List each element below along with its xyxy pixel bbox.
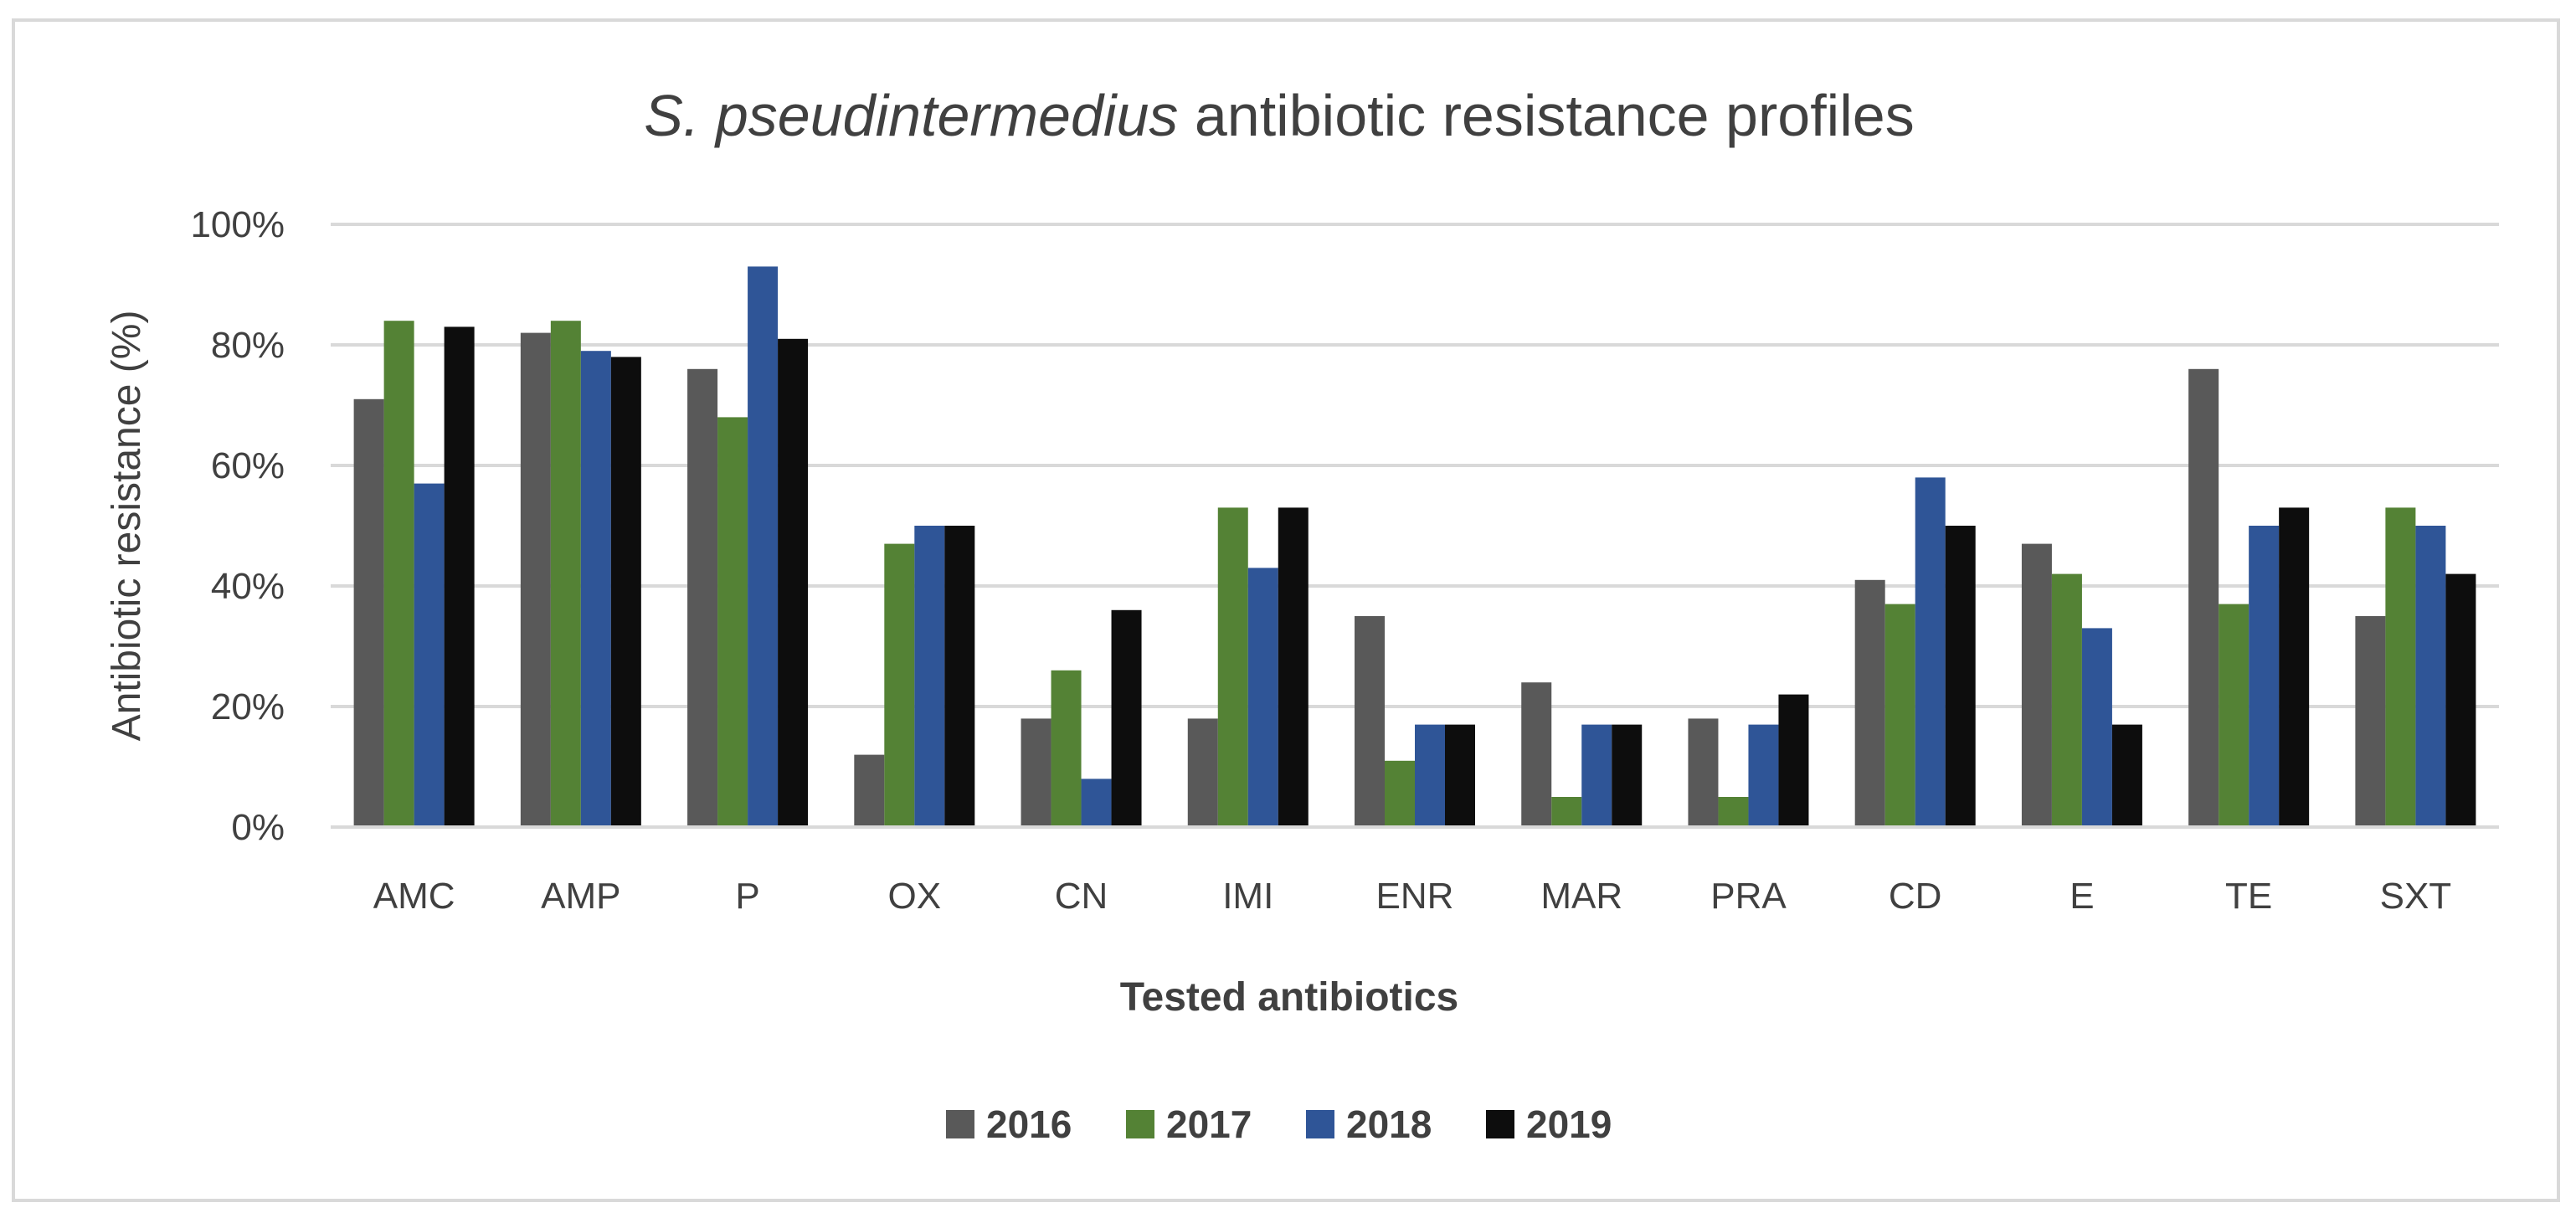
bar-sxt-2016 (2355, 616, 2386, 827)
y-axis-title: Antibiotic resistance (%) (105, 311, 149, 742)
bar-p-2017 (717, 417, 748, 827)
legend: 2016 2017 2018 2019 (946, 1102, 1612, 1146)
bar-pra-2017 (1718, 797, 1749, 827)
bar-imi-2017 (1217, 507, 1248, 827)
bar-ox-2018 (914, 526, 945, 827)
y-axis-ticks: 0% 20% 40% 60% 80% 100% (190, 204, 285, 848)
bar-enr-2016 (1355, 616, 1385, 827)
bar-sxt-2017 (2385, 507, 2416, 827)
x-tick-label: SXT (2380, 876, 2452, 917)
legend-label-2016: 2016 (986, 1102, 1072, 1146)
bar-enr-2018 (1415, 724, 1445, 827)
bar-e-2016 (2021, 543, 2052, 827)
bar-imi-2016 (1187, 718, 1218, 827)
bar-amc-2016 (353, 398, 384, 827)
x-tick-label: MAR (1540, 876, 1622, 917)
bar-mar-2018 (1581, 724, 1612, 827)
y-tick-label: 80% (211, 325, 285, 366)
bar-amc-2018 (414, 483, 445, 827)
legend-swatch-2018 (1306, 1110, 1334, 1138)
x-tick-label: CN (1055, 876, 1108, 917)
legend-label-2017: 2017 (1166, 1102, 1252, 1146)
bar-e-2019 (2111, 724, 2142, 827)
bar-te-2018 (2249, 526, 2280, 827)
bar-enr-2017 (1385, 760, 1415, 827)
bar-te-2016 (2188, 368, 2219, 827)
bar-cn-2016 (1021, 718, 1051, 827)
x-tick-label: AMC (373, 876, 455, 917)
y-tick-label: 20% (211, 686, 285, 727)
bar-te-2019 (2279, 507, 2310, 827)
bar-imi-2019 (1278, 507, 1309, 827)
bar-mar-2016 (1521, 682, 1552, 827)
chart-title-rest: antibiotic resistance profiles (1178, 83, 1914, 148)
y-tick-label: 0% (231, 807, 285, 848)
x-tick-label: AMP (541, 876, 620, 917)
legend-label-2019: 2019 (1526, 1102, 1612, 1146)
bar-cd-2016 (1854, 579, 1885, 827)
bar-mar-2017 (1551, 797, 1582, 827)
bar-amc-2019 (444, 326, 475, 827)
bar-ox-2016 (854, 754, 885, 827)
bar-te-2017 (2219, 604, 2250, 827)
bar-amp-2016 (520, 332, 551, 828)
y-tick-label: 40% (211, 566, 285, 607)
bar-ox-2017 (884, 543, 915, 827)
chart-title-italic: S. pseudintermedius (644, 83, 1178, 148)
bar-enr-2019 (1445, 724, 1475, 827)
x-axis-title: Tested antibiotics (1120, 975, 1459, 1020)
bar-amp-2019 (610, 357, 641, 827)
bar-sxt-2018 (2415, 526, 2446, 827)
x-tick-label: OX (888, 876, 942, 917)
x-tick-label: IMI (1222, 876, 1273, 917)
bar-e-2018 (2081, 628, 2112, 827)
bars (353, 266, 2476, 828)
bar-ox-2019 (944, 526, 975, 827)
bar-p-2019 (778, 338, 809, 827)
legend-swatch-2016 (946, 1110, 974, 1138)
bar-amc-2017 (383, 321, 414, 827)
gridlines (331, 223, 2499, 708)
bar-cn-2017 (1051, 670, 1082, 827)
legend-label-2018: 2018 (1346, 1102, 1432, 1146)
bar-mar-2019 (1612, 724, 1643, 827)
bar-pra-2018 (1748, 724, 1779, 827)
bar-imi-2018 (1247, 568, 1278, 827)
bar-cn-2018 (1081, 779, 1112, 827)
x-tick-label: P (735, 876, 759, 917)
chart-title: S. pseudintermedius antibiotic resistanc… (644, 83, 1914, 148)
bar-pra-2016 (1688, 718, 1719, 827)
x-tick-label: TE (2225, 876, 2272, 917)
bar-e-2017 (2051, 573, 2082, 827)
bar-p-2016 (687, 368, 718, 827)
legend-swatch-2019 (1486, 1110, 1514, 1138)
x-axis-ticks: AMC AMP P OX CN IMI ENR MAR PRA CD E TE SXT (373, 876, 2451, 917)
bar-amp-2018 (580, 351, 611, 827)
bar-p-2018 (748, 266, 779, 827)
bar-sxt-2019 (2445, 573, 2476, 827)
x-tick-label: ENR (1376, 876, 1454, 917)
x-tick-label: PRA (1710, 876, 1787, 917)
bar-cn-2019 (1111, 609, 1142, 827)
x-tick-label: E (2070, 876, 2094, 917)
y-tick-label: 100% (190, 204, 285, 245)
x-tick-label: CD (1889, 876, 1942, 917)
bar-cd-2017 (1884, 604, 1915, 827)
bar-cd-2019 (1945, 526, 1976, 827)
y-tick-label: 60% (211, 445, 285, 486)
bar-pra-2019 (1778, 694, 1809, 827)
legend-swatch-2017 (1126, 1110, 1154, 1138)
bar-cd-2018 (1915, 477, 1946, 827)
bar-amp-2017 (550, 321, 581, 827)
